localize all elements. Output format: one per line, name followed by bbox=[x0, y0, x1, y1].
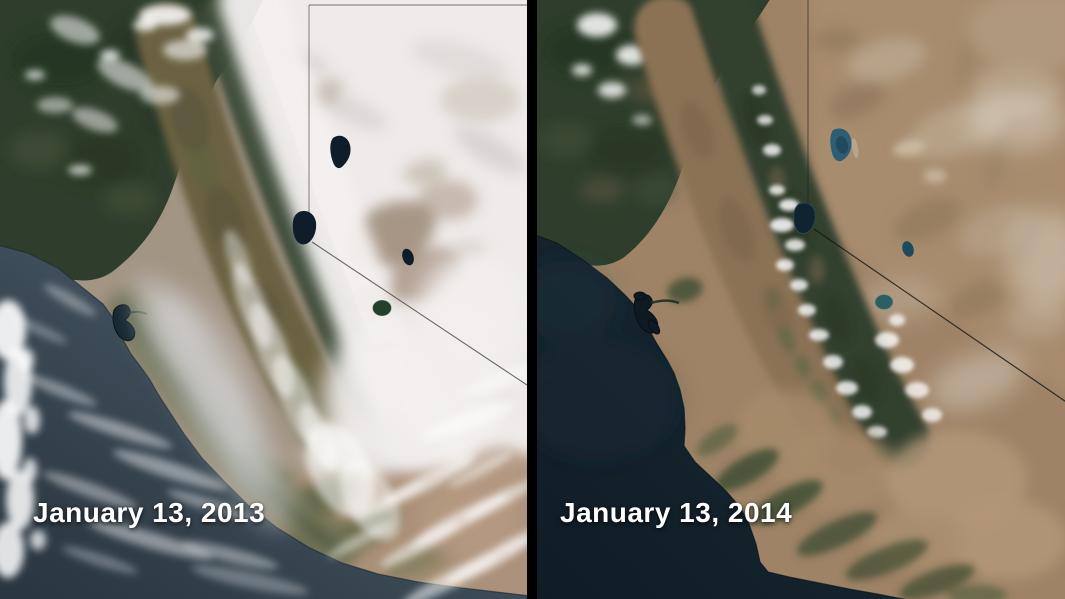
lakes-2013 bbox=[292, 135, 414, 317]
walker-lake bbox=[902, 241, 914, 257]
coast-range-cloud-band bbox=[132, 276, 295, 529]
nevada-haze bbox=[857, 90, 1065, 410]
lake-tahoe bbox=[793, 202, 816, 234]
coastline-edge bbox=[0, 245, 527, 597]
satellite-panel-2014: January 13, 2014 bbox=[537, 0, 1065, 599]
ocean-cirrus-streaks bbox=[12, 284, 309, 595]
panel-divider bbox=[527, 0, 537, 599]
snow-dusting-forest bbox=[25, 5, 214, 175]
transverse-ranges-2014 bbox=[696, 423, 1007, 599]
mono-lake bbox=[372, 299, 392, 317]
san-francisco-bay-2014 bbox=[633, 291, 680, 335]
state-borders-2014 bbox=[807, 0, 1065, 402]
walker-lake bbox=[402, 248, 414, 266]
pyramid-lake bbox=[330, 135, 351, 169]
coastline-edge-2014 bbox=[537, 235, 906, 599]
socal-cloud-streaks bbox=[328, 364, 527, 599]
valley-texture-2014 bbox=[667, 101, 841, 427]
satellite-image-2013 bbox=[0, 0, 527, 599]
lake-tahoe bbox=[292, 211, 317, 245]
ocean-2013 bbox=[0, 245, 527, 599]
state-borders-2013 bbox=[308, 4, 527, 386]
date-label-2013: January 13, 2013 bbox=[33, 497, 266, 528]
valley-fog bbox=[224, 229, 401, 540]
west-edge-clouds bbox=[0, 300, 46, 578]
date-label-2014: January 13, 2014 bbox=[560, 497, 793, 528]
ocean-2014 bbox=[537, 235, 906, 599]
satellite-image-2014 bbox=[537, 0, 1065, 599]
mono-lake bbox=[874, 294, 894, 310]
sierra-crest-snow-2014 bbox=[752, 85, 942, 438]
lakes-2014 bbox=[793, 128, 914, 310]
satellite-panel-2013: January 13, 2013 bbox=[0, 0, 527, 599]
nevada-dry-lakes bbox=[893, 139, 947, 183]
